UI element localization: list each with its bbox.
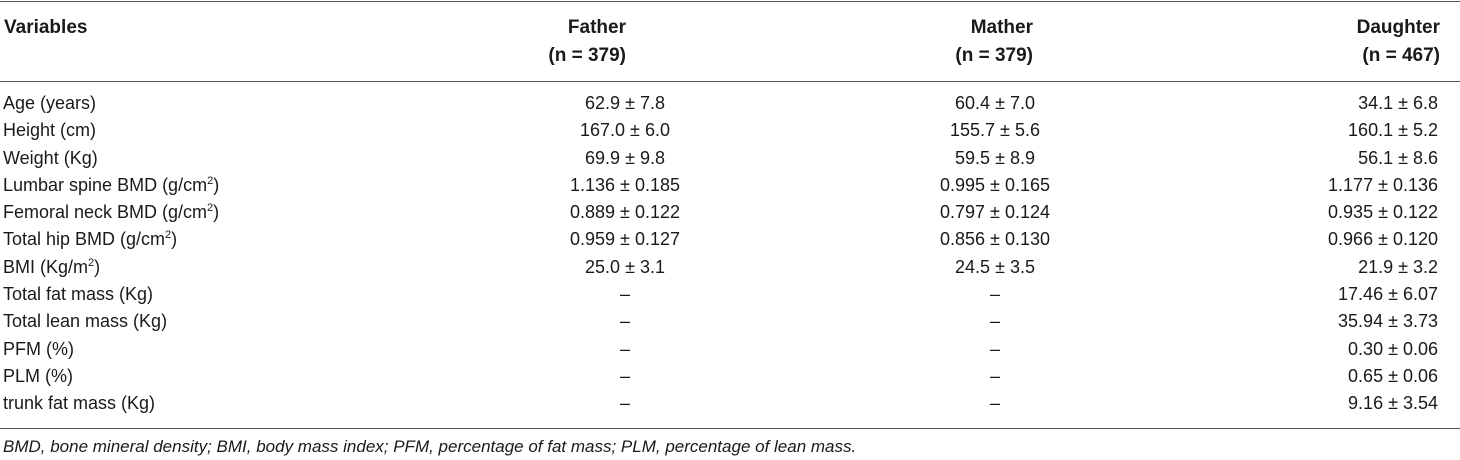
father-cell: 62.9 ± 7.8 <box>585 93 665 113</box>
table-bottom-rule <box>0 428 1460 429</box>
daughter-cell: 21.9 ± 3.2 <box>1358 256 1438 277</box>
table-row: Femoral neck BMD (g/cm2) 0.889 ± 0.122 0… <box>0 199 1460 226</box>
table-row: Lumbar spine BMD (g/cm2) 1.136 ± 0.185 0… <box>0 172 1460 199</box>
mother-cell: 155.7 ± 5.6 <box>950 120 1040 141</box>
mother-cell: – <box>989 284 1000 305</box>
daughter-cell: 160.1 ± 5.2 <box>1348 120 1438 141</box>
daughter-cell: 1.177 ± 0.136 <box>1328 174 1438 195</box>
variable-cell: Total lean mass (Kg) <box>3 311 168 332</box>
table-row: trunk fat mass (Kg) – – 9.16 ± 3.54 <box>0 390 1460 417</box>
header-father: Father (n = 379) <box>548 14 626 70</box>
daughter-cell: 0.935 ± 0.122 <box>1328 202 1438 223</box>
variable-cell: Total fat mass (Kg) <box>3 284 154 305</box>
table-row: Age (years) 62.9 ± 7.8 60.4 ± 7.0 34.1 ±… <box>0 90 1460 117</box>
header-daughter: Daughter (n = 467) <box>1357 14 1440 70</box>
mother-cell: – <box>989 338 1000 359</box>
father-cell: 69.9 ± 9.8 <box>585 147 665 168</box>
variable-cell: Height (cm) <box>3 120 97 141</box>
father-cell: 0.959 ± 0.127 <box>570 229 680 250</box>
mother-cell: – <box>989 365 1000 386</box>
header-father-n: (n = 379) <box>548 45 626 66</box>
variable-cell: BMI (Kg/m2) <box>3 256 101 277</box>
header-mother-label: Mather <box>970 17 1033 38</box>
daughter-cell: 0.65 ± 0.06 <box>1348 365 1438 386</box>
header-daughter-label: Daughter <box>1356 17 1440 38</box>
father-cell: – <box>619 311 630 332</box>
mother-cell: 0.856 ± 0.130 <box>940 229 1050 250</box>
father-cell: – <box>619 338 630 359</box>
variable-cell: PFM (%) <box>3 338 74 359</box>
mother-cell: 24.5 ± 3.5 <box>955 256 1035 277</box>
header-variables: Variables <box>4 17 88 38</box>
header-daughter-n: (n = 467) <box>1362 45 1440 66</box>
father-cell: 167.0 ± 6.0 <box>580 120 670 141</box>
table-footnote: BMD, bone mineral density; BMI, body mas… <box>3 437 857 456</box>
father-cell: – <box>619 393 630 414</box>
table-top-rule <box>0 1 1460 2</box>
daughter-cell: 17.46 ± 6.07 <box>1338 284 1438 305</box>
variable-cell: Total hip BMD (g/cm2) <box>3 229 178 250</box>
table-header-rule <box>0 81 1460 82</box>
header-mother: Mather (n = 379) <box>955 14 1033 70</box>
table-row: Height (cm) 167.0 ± 6.0 155.7 ± 5.6 160.… <box>0 117 1460 144</box>
daughter-cell: 0.30 ± 0.06 <box>1348 338 1438 359</box>
daughter-cell: 35.94 ± 3.73 <box>1338 311 1438 332</box>
header-father-label: Father <box>567 17 626 38</box>
variable-cell: Lumbar spine BMD (g/cm2) <box>3 174 220 195</box>
daughter-cell: 56.1 ± 8.6 <box>1358 147 1438 168</box>
variable-cell: Weight (Kg) <box>3 147 98 168</box>
mother-cell: – <box>989 311 1000 332</box>
daughter-cell: 0.966 ± 0.120 <box>1328 229 1438 250</box>
variable-cell: Femoral neck BMD (g/cm2) <box>3 202 220 223</box>
table-row: BMI (Kg/m2) 25.0 ± 3.1 24.5 ± 3.5 21.9 ±… <box>0 254 1460 281</box>
father-cell: 25.0 ± 3.1 <box>585 256 665 277</box>
mother-cell: 0.995 ± 0.165 <box>940 174 1050 195</box>
father-cell: 0.889 ± 0.122 <box>570 202 680 223</box>
mother-cell: – <box>989 393 1000 414</box>
mother-cell: 59.5 ± 8.9 <box>955 147 1035 168</box>
variable-cell: PLM (%) <box>3 365 74 386</box>
variable-cell: Age (years) <box>3 93 97 113</box>
table-row: Total fat mass (Kg) – – 17.46 ± 6.07 <box>0 281 1460 308</box>
table-row: Total lean mass (Kg) – – 35.94 ± 3.73 <box>0 308 1460 335</box>
table-row: PLM (%) – – 0.65 ± 0.06 <box>0 363 1460 390</box>
father-cell: 1.136 ± 0.185 <box>570 174 680 195</box>
mother-cell: 0.797 ± 0.124 <box>940 202 1050 223</box>
father-cell: – <box>619 284 630 305</box>
table-row: PFM (%) – – 0.30 ± 0.06 <box>0 336 1460 363</box>
table-body: Age (years) 62.9 ± 7.8 60.4 ± 7.0 34.1 ±… <box>0 90 1460 418</box>
table-row: Weight (Kg) 69.9 ± 9.8 59.5 ± 8.9 56.1 ±… <box>0 145 1460 172</box>
header-mother-n: (n = 379) <box>955 45 1033 66</box>
father-cell: – <box>619 365 630 386</box>
variable-cell: trunk fat mass (Kg) <box>3 393 156 414</box>
daughter-cell: 9.16 ± 3.54 <box>1348 393 1438 414</box>
mother-cell: 60.4 ± 7.0 <box>955 93 1035 113</box>
table-row: Total hip BMD (g/cm2) 0.959 ± 0.127 0.85… <box>0 226 1460 253</box>
daughter-cell: 34.1 ± 6.8 <box>1358 93 1438 113</box>
